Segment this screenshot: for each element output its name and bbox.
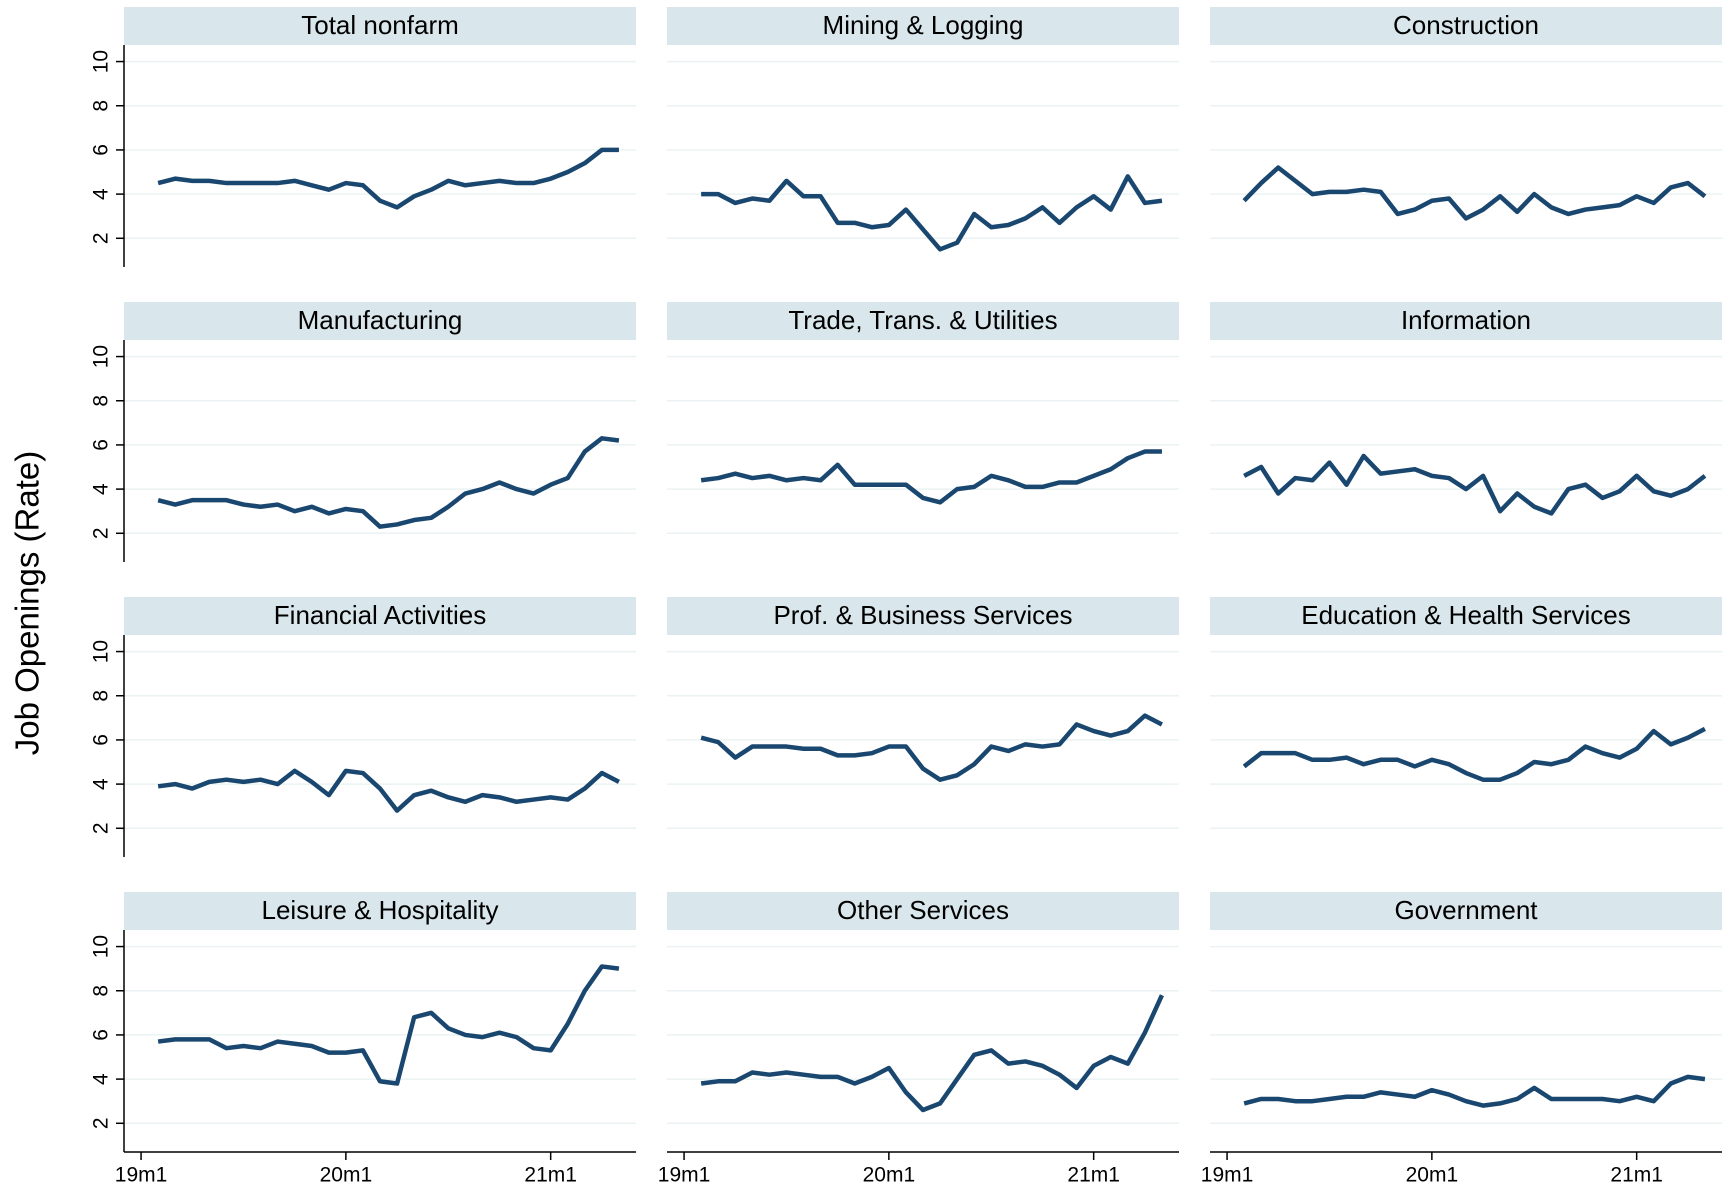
facet-title: Prof. & Business Services <box>773 600 1072 630</box>
x-tick-label: 20m1 <box>320 1164 373 1187</box>
facet-header <box>124 597 636 635</box>
series-line <box>1242 726 1706 782</box>
series-line <box>1243 453 1707 516</box>
y-axis-label: Job Openings (Rate) <box>9 451 46 756</box>
series-line <box>1242 165 1707 221</box>
facet-header <box>667 302 1179 340</box>
series-line <box>157 768 620 813</box>
facet-title: Government <box>1394 895 1538 925</box>
x-tick-label: 21m1 <box>1610 1164 1663 1187</box>
x-tick-label: 21m1 <box>524 1164 577 1187</box>
x-tick-label: 21m1 <box>1067 1164 1120 1187</box>
series-line <box>700 713 1163 782</box>
facet-header <box>667 892 1179 930</box>
series-line <box>157 964 620 1086</box>
facet-header <box>1210 597 1722 635</box>
series-line <box>1243 1074 1706 1108</box>
y-tick-label: 8 <box>90 395 113 407</box>
y-tick-label: 4 <box>90 1073 113 1085</box>
y-tick-label: 6 <box>90 439 113 451</box>
facet-header <box>1210 302 1722 340</box>
y-tick-label: 6 <box>90 734 113 746</box>
facet-header <box>1210 892 1722 930</box>
series-line <box>700 994 1164 1113</box>
facet-header <box>667 597 1179 635</box>
y-tick-label: 10 <box>90 345 113 368</box>
series-line <box>157 147 619 210</box>
series-line <box>157 436 620 529</box>
y-tick-label: 2 <box>90 822 113 834</box>
y-tick-label: 2 <box>90 527 113 539</box>
y-tick-label: 4 <box>90 778 113 790</box>
y-tick-label: 8 <box>90 100 113 112</box>
facet-title: Education & Health Services <box>1301 600 1631 630</box>
y-tick-label: 6 <box>90 144 113 156</box>
y-tick-label: 6 <box>90 1029 113 1041</box>
facet-title: Financial Activities <box>274 600 486 630</box>
facet-title: Total nonfarm <box>301 10 459 40</box>
y-tick-label: 8 <box>90 690 113 702</box>
y-tick-label: 2 <box>90 232 113 244</box>
facet-title: Mining & Logging <box>823 10 1024 40</box>
facet-title: Information <box>1401 305 1531 335</box>
y-tick-label: 10 <box>90 50 113 73</box>
facet-header <box>124 302 636 340</box>
y-tick-label: 2 <box>90 1117 113 1129</box>
facet-header <box>667 7 1179 45</box>
facet-header <box>1210 7 1722 45</box>
y-tick-label: 8 <box>90 985 113 997</box>
series-line <box>701 174 1163 252</box>
x-tick-label: 19m1 <box>1201 1164 1254 1187</box>
facet-title: Trade, Trans. & Utilities <box>788 305 1057 335</box>
facet-title: Manufacturing <box>298 305 463 335</box>
y-tick-label: 4 <box>90 188 113 200</box>
x-tick-label: 20m1 <box>1406 1164 1459 1187</box>
x-tick-label: 19m1 <box>115 1164 168 1187</box>
y-tick-label: 4 <box>90 483 113 495</box>
facet-title: Other Services <box>837 895 1009 925</box>
series-line <box>700 449 1162 505</box>
y-tick-label: 10 <box>90 640 113 663</box>
x-tick-label: 20m1 <box>863 1164 916 1187</box>
x-tick-label: 19m1 <box>658 1164 711 1187</box>
facet-title: Leisure & Hospitality <box>262 895 499 925</box>
y-tick-label: 10 <box>90 935 113 958</box>
facet-header <box>124 7 636 45</box>
facet-title: Construction <box>1393 10 1539 40</box>
facet-header <box>124 892 636 930</box>
